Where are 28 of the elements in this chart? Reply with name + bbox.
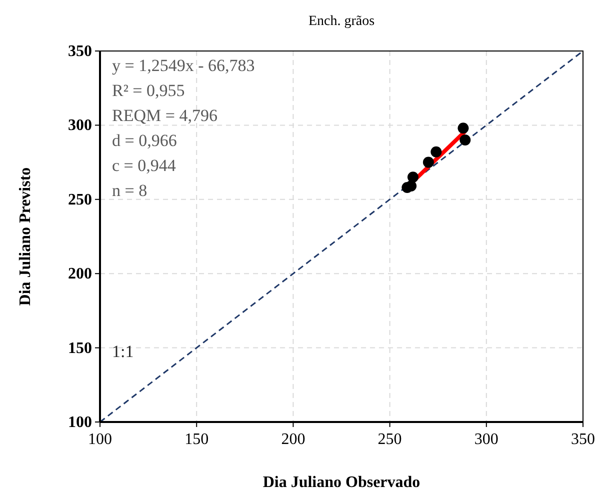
annotation: 1:1 [112,342,134,361]
point [407,172,418,183]
y-tick-label: 250 [68,191,92,208]
annotation: n = 8 [112,181,148,200]
y-axis-title: Dia Juliano Previsto [17,167,34,306]
annotation: R² = 0,955 [112,81,185,100]
x-axis-title: Dia Juliano Observado [262,474,420,491]
x-tick-label: 250 [378,431,402,448]
point [458,122,469,134]
y-tick-label: 350 [68,43,92,60]
x-tick-label: 350 [571,431,595,448]
y-tick-label: 200 [68,266,92,283]
y-tick-label: 150 [68,340,92,357]
x-tick-label: 300 [474,431,498,448]
x-tick-label: 150 [184,431,209,448]
annotation: d = 0,966 [112,131,177,150]
point [422,156,434,168]
annotation: c = 0,944 [112,156,176,175]
point [430,146,442,158]
point [460,134,471,146]
y-tick-label: 100 [68,414,92,431]
y-tick-label: 300 [68,117,92,134]
annotation: y = 1,2549x - 66,783 [112,56,255,75]
point [406,180,417,192]
annotation: REQM = 4,796 [112,106,218,125]
x-tick-label: 200 [281,431,306,448]
chart-title: Ench. grãos [308,14,375,29]
x-tick-label: 100 [88,431,112,448]
